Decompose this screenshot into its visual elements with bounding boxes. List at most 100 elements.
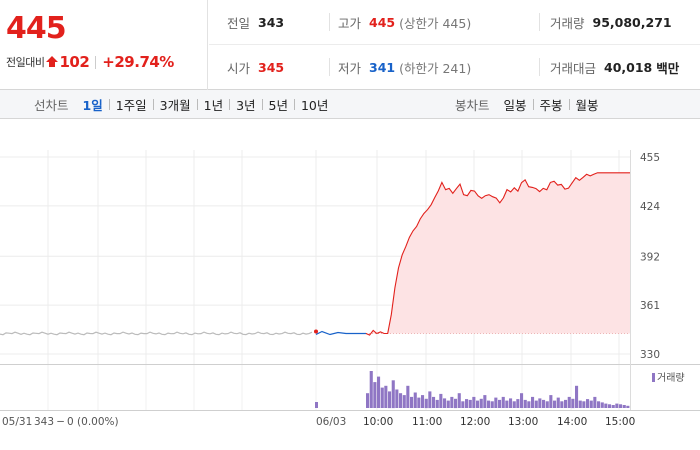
divider <box>568 99 570 110</box>
volume-bar <box>395 389 399 408</box>
divider <box>95 55 97 69</box>
change-rate: +29.74% <box>102 53 174 71</box>
volume-bar <box>545 401 549 408</box>
volume-legend-swatch <box>652 373 655 382</box>
volume-bar <box>553 400 557 408</box>
y-tick-label: 330 <box>640 349 660 361</box>
volume-bar <box>589 400 593 408</box>
volume-bar <box>578 400 582 408</box>
volume-bar <box>476 400 480 408</box>
x-tick-label: 11:00 <box>412 416 442 428</box>
volume-bar <box>512 401 516 408</box>
volume-bar <box>564 399 568 408</box>
volume-bar <box>586 399 590 408</box>
volume-bar <box>369 371 373 408</box>
volume-bar <box>315 402 318 408</box>
volume-bar <box>501 396 505 408</box>
tab-1year[interactable]: 1년 <box>203 98 224 113</box>
line-chart-title: 선차트 <box>34 98 69 113</box>
volume-bar <box>483 395 487 408</box>
volume-bar <box>538 398 542 408</box>
amount-cell: 거래대금 40,018 백만 <box>539 58 679 76</box>
volume-bar <box>626 405 630 408</box>
volume-bar <box>560 401 564 408</box>
stat-grid: 전일 343 고가 445 (상한가 445) 거래량 95,080,271 시… <box>209 0 700 90</box>
divider <box>261 99 263 110</box>
volume-bar <box>615 403 619 408</box>
tab-5year[interactable]: 5년 <box>268 98 288 113</box>
open-label: 시가 <box>227 61 251 76</box>
volume-bar <box>490 401 494 408</box>
divider <box>293 99 295 110</box>
volume-bar <box>468 399 472 408</box>
volume-bar <box>505 400 509 408</box>
open-value: 345 <box>258 60 285 75</box>
volume-bar <box>520 393 524 408</box>
volume-bar <box>516 399 520 408</box>
stat-row: 시가 345 저가 341 (하한가 241) 거래대금 40,018 백만 <box>209 45 700 90</box>
volume-bar <box>523 399 527 408</box>
volume-bar <box>582 401 586 408</box>
y-tick-label: 361 <box>640 300 660 312</box>
tab-3year[interactable]: 3년 <box>236 98 256 113</box>
volume-bar <box>498 399 502 408</box>
volume-label: 거래량 <box>550 15 585 31</box>
volume-bar <box>597 401 601 408</box>
volume-bar <box>413 392 417 408</box>
volume-bar <box>542 399 546 408</box>
amount-value: 40,018 <box>604 59 653 75</box>
tab-daily-candle[interactable]: 일봉 <box>503 98 527 113</box>
tab-10year[interactable]: 10년 <box>300 98 329 113</box>
stat-row: 전일 343 고가 445 (상한가 445) 거래량 95,080,271 <box>209 0 700 45</box>
line-chart-tabs: 선차트 1일 1주일 3개월 1년 3년 5년 10년 <box>34 90 328 119</box>
price-chart[interactable]: 455 424 392 361 330 05/31 343 ─ 0 (0.00%) 06/03… <box>0 120 700 450</box>
low-label: 저가 <box>338 60 362 76</box>
volume-bar <box>399 393 403 408</box>
volume-bar <box>604 403 608 408</box>
divider <box>152 99 154 110</box>
volume-bar <box>377 376 381 408</box>
volume-bar <box>388 391 392 409</box>
volume-bar <box>410 396 414 408</box>
pre-open-line <box>315 330 366 336</box>
volume-bar <box>432 396 436 408</box>
volume-bar <box>454 398 458 409</box>
tab-1day[interactable]: 1일 <box>82 98 103 113</box>
volume-bar <box>619 404 623 408</box>
x-tick-label: 12:00 <box>460 416 490 428</box>
change-row: 전일대비 102 +29.74% <box>6 53 174 71</box>
volume-bar <box>421 395 425 408</box>
change-value: 102 <box>59 53 90 71</box>
candle-chart-title: 봉차트 <box>455 98 490 113</box>
tab-3month[interactable]: 3개월 <box>159 98 191 113</box>
tab-monthly-candle[interactable]: 월봉 <box>575 98 599 113</box>
high-value: 445 <box>369 14 396 30</box>
high-label: 고가 <box>338 15 362 31</box>
volume-bar <box>472 396 476 408</box>
tab-weekly-candle[interactable]: 주봉 <box>539 98 563 113</box>
chart-area: 455 424 392 361 330 05/31 343 ─ 0 (0.00%) 06/03… <box>0 120 700 450</box>
prev-day-line <box>0 331 313 336</box>
low-value: 341 <box>369 59 396 75</box>
volume-bar <box>479 398 483 409</box>
chart-tabbar: 선차트 1일 1주일 3개월 1년 3년 5년 10년 봉차트 일봉 주봉 월봉 <box>0 90 700 119</box>
price-line <box>365 172 630 336</box>
upper-limit: (상한가 445) <box>399 15 472 31</box>
low-cell: 저가 341 (하한가 241) <box>329 58 471 76</box>
y-tick-label: 392 <box>640 251 660 263</box>
y-tick-label: 455 <box>640 152 660 164</box>
volume-bar <box>531 396 535 408</box>
y-tick-label: 424 <box>640 201 660 213</box>
prev-close-cell: 전일 343 <box>227 0 284 45</box>
volume-bar <box>575 385 579 408</box>
divider <box>532 99 534 110</box>
divider <box>108 99 110 110</box>
volume-bar <box>622 405 626 408</box>
high-cell: 고가 445 (상한가 445) <box>329 13 471 31</box>
volume-bar <box>567 396 571 408</box>
candle-chart-tabs: 봉차트 일봉 주봉 월봉 <box>455 90 599 119</box>
volume-bar <box>571 398 575 409</box>
tab-1week[interactable]: 1주일 <box>115 98 147 113</box>
x-tick-label: 15:00 <box>605 416 635 428</box>
volume-bar <box>373 382 377 408</box>
